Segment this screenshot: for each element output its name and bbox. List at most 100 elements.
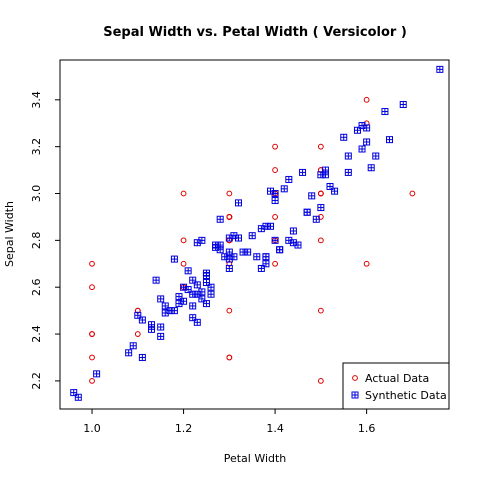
actual-data-point — [89, 377, 95, 384]
synthetic-data-point — [230, 253, 238, 261]
synthetic-data-point — [344, 152, 352, 160]
synthetic-data-point — [262, 260, 270, 268]
synthetic-data-point — [175, 293, 183, 301]
x-tick-label: 1.4 — [266, 422, 284, 435]
synthetic-data-point — [244, 248, 252, 256]
synthetic-data-point — [129, 342, 137, 350]
synthetic-data-point — [193, 281, 201, 289]
synthetic-data-point — [207, 283, 215, 291]
synthetic-data-point — [157, 323, 165, 331]
synthetic-data-point — [198, 236, 206, 244]
synthetic-data-point — [134, 311, 142, 319]
synthetic-data-point — [157, 295, 165, 303]
synthetic-data-point — [189, 276, 197, 284]
actual-data-point — [134, 331, 141, 337]
synthetic-data-point — [225, 248, 233, 256]
synthetic-data-point — [358, 145, 366, 153]
actual-data-point — [363, 96, 370, 103]
synthetic-data-point — [289, 227, 297, 235]
synthetic-data-point — [271, 236, 279, 244]
synthetic-data-point — [125, 349, 133, 357]
synthetic-data-point — [216, 215, 224, 223]
synthetic-data-point — [331, 187, 339, 195]
synthetic-data-point — [234, 234, 242, 242]
legend-synthetic-marker — [351, 391, 359, 399]
synthetic-data-point — [184, 286, 192, 294]
chart-title: Sepal Width vs. Petal Width ( Versicolor… — [103, 25, 407, 40]
actual-data-point — [272, 260, 278, 267]
synthetic-data-point — [216, 241, 224, 249]
actual-data-point — [226, 307, 233, 314]
synthetic-data-point — [138, 316, 146, 324]
synthetic-data-point — [202, 300, 210, 308]
synthetic-data-point — [212, 243, 220, 251]
synthetic-data-point — [271, 190, 279, 198]
synthetic-data-point — [93, 370, 101, 378]
synthetic-data-point — [180, 297, 188, 305]
synthetic-data-point — [184, 267, 192, 275]
synthetic-data-point — [198, 295, 206, 303]
actual-data-point — [409, 190, 416, 197]
synthetic-data-point — [138, 353, 146, 361]
actual-data-point — [317, 377, 324, 384]
actual-data-point — [317, 214, 324, 220]
synthetic-data-point — [152, 276, 160, 284]
synthetic-data-point — [326, 182, 334, 190]
synthetic-data-point — [353, 126, 361, 134]
actual-data-point — [180, 237, 187, 244]
synthetic-data-point — [289, 239, 297, 247]
actual-data-point — [317, 307, 324, 314]
actual-data-point — [226, 214, 233, 220]
synthetic-data-point — [262, 253, 270, 261]
actual-data-point — [180, 190, 187, 197]
legend-synthetic-label: Synthetic Data — [365, 389, 447, 402]
synthetic-data-point — [70, 389, 78, 397]
synthetic-data-point — [202, 279, 210, 287]
synthetic-data-point — [344, 168, 352, 176]
x-tick-label: 1.6 — [358, 422, 376, 435]
actual-data-point — [180, 260, 187, 267]
legend: Actual Data Synthetic Data — [342, 362, 450, 410]
synthetic-data-point — [248, 232, 256, 240]
y-tick-label: 3.0 — [30, 185, 43, 203]
synthetic-data-point — [189, 314, 197, 322]
synthetic-data-point — [276, 246, 284, 254]
synthetic-data-point — [312, 215, 320, 223]
synthetic-data-point — [193, 318, 201, 326]
legend-box — [342, 362, 450, 410]
synthetic-data-point — [321, 171, 329, 179]
actual-data-point — [89, 284, 95, 291]
synthetic-data-point — [189, 302, 197, 310]
synthetic-data-point — [225, 264, 233, 272]
actual-data-point — [272, 167, 278, 173]
synthetic-data-point — [207, 290, 215, 298]
synthetic-data-point — [299, 168, 307, 176]
actual-data-point — [272, 143, 278, 150]
synthetic-data-point — [399, 101, 407, 109]
actual-data-point — [226, 190, 233, 197]
actual-data-point — [272, 214, 278, 220]
synthetic-data-point — [372, 152, 380, 160]
synthetic-data-point — [267, 222, 275, 230]
legend-actual-marker — [352, 375, 358, 381]
y-tick-label: 3.4 — [30, 91, 43, 109]
synthetic-data-point — [294, 241, 302, 249]
y-tick-label: 2.2 — [30, 372, 43, 390]
synthetic-data-point — [271, 197, 279, 205]
actual-data-point — [363, 260, 370, 267]
synthetic-data-point — [308, 192, 316, 200]
actual-data-point — [317, 143, 324, 150]
synthetic-data-point — [317, 204, 325, 212]
y-tick-label: 2.6 — [30, 278, 43, 296]
synthetic-data-point — [340, 133, 348, 141]
synthetic-data-point — [148, 325, 156, 333]
x-axis-label: Petal Width — [224, 452, 287, 465]
synthetic-data-point — [253, 253, 261, 261]
actual-data-point — [89, 331, 95, 337]
actual-data-point — [89, 260, 95, 267]
synthetic-data-point — [303, 208, 311, 216]
data-points — [70, 65, 444, 401]
y-tick-label: 2.8 — [30, 232, 43, 250]
synthetic-data-point — [170, 307, 178, 315]
y-tick-label: 3.2 — [30, 138, 43, 156]
